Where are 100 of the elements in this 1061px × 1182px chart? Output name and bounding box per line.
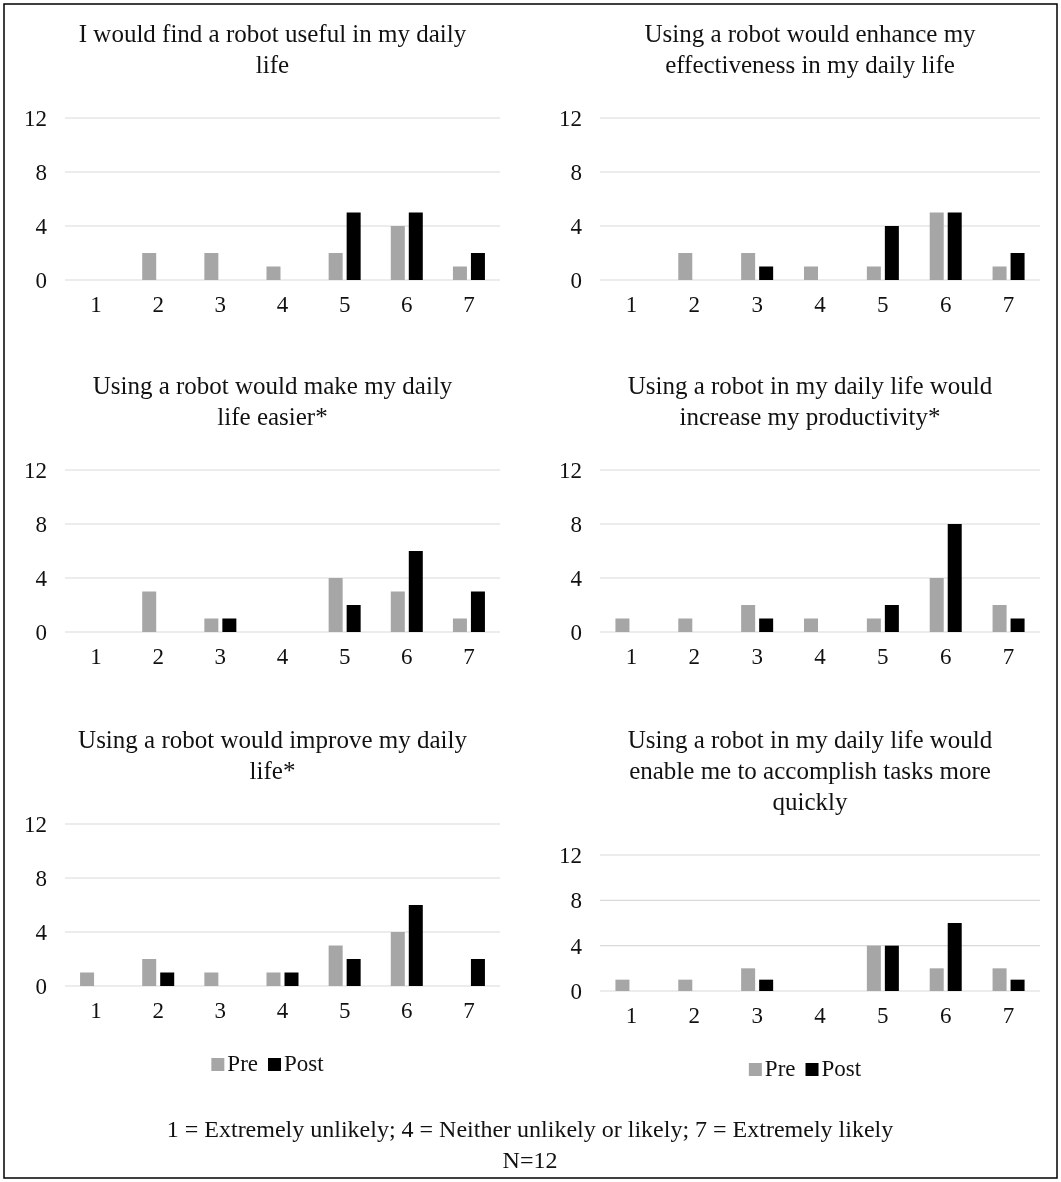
chart-title: Using a robot in my daily life would increase my productivity* bbox=[627, 372, 993, 430]
x-tick-label: 3 bbox=[751, 644, 763, 670]
legend-label: Post bbox=[284, 1051, 325, 1076]
bar bbox=[142, 253, 157, 280]
y-tick-label: 12 bbox=[24, 105, 47, 131]
bar bbox=[741, 253, 756, 280]
bar bbox=[204, 972, 219, 986]
x-tick-label: 5 bbox=[877, 292, 889, 318]
x-tick-label: 3 bbox=[751, 292, 763, 318]
bar bbox=[866, 266, 881, 280]
y-tick-label: 0 bbox=[570, 267, 582, 293]
bar bbox=[678, 253, 693, 280]
bar bbox=[678, 979, 693, 991]
x-tick-label: 6 bbox=[401, 644, 413, 670]
x-tick-label: 5 bbox=[877, 644, 889, 670]
legend-label: Pre bbox=[764, 1056, 796, 1081]
y-tick-label: 8 bbox=[35, 511, 47, 537]
x-tick-label: 1 bbox=[625, 292, 638, 318]
chart-title: I would find a robot useful in my daily life bbox=[78, 20, 467, 78]
bar bbox=[1010, 618, 1025, 632]
x-tick-label: 3 bbox=[751, 1003, 763, 1029]
bar bbox=[142, 591, 157, 632]
legend-label: Pre bbox=[227, 1051, 259, 1076]
bar bbox=[866, 618, 881, 632]
bar bbox=[759, 266, 774, 280]
bar bbox=[929, 212, 944, 280]
bar bbox=[266, 266, 281, 280]
bar bbox=[470, 253, 485, 280]
bar bbox=[759, 618, 774, 632]
y-tick-label: 4 bbox=[570, 565, 583, 591]
bar bbox=[1010, 253, 1025, 280]
x-tick-label: 2 bbox=[688, 1003, 701, 1029]
bar bbox=[390, 226, 405, 280]
y-tick-label: 12 bbox=[559, 105, 582, 131]
x-tick-label: 7 bbox=[1002, 644, 1015, 670]
x-tick-label: 6 bbox=[939, 644, 952, 670]
bar bbox=[328, 253, 343, 280]
text: 1 = Extremely unlikely; 4 = Neither unlikely or likely; 7 = Extremely likely bbox=[166, 1116, 894, 1142]
x-tick-label: 5 bbox=[338, 292, 351, 318]
x-tick-label: 6 bbox=[401, 998, 413, 1024]
bar bbox=[470, 959, 485, 986]
y-tick-label: 12 bbox=[559, 457, 582, 483]
bar bbox=[884, 605, 899, 632]
bar bbox=[346, 959, 361, 986]
bar bbox=[266, 972, 281, 986]
bar bbox=[1010, 979, 1025, 991]
chart-title: Using a robot would improve my daily life* bbox=[78, 726, 468, 784]
y-tick-label: 8 bbox=[570, 511, 582, 537]
x-tick-label: 4 bbox=[276, 292, 289, 318]
bar bbox=[804, 266, 818, 280]
x-tick-label: 7 bbox=[463, 644, 475, 670]
bar bbox=[759, 979, 774, 991]
x-tick-label: 5 bbox=[338, 644, 351, 670]
bar bbox=[678, 618, 693, 632]
y-tick-label: 0 bbox=[35, 267, 47, 293]
x-tick-label: 5 bbox=[338, 998, 351, 1024]
bar bbox=[408, 212, 423, 280]
bar bbox=[929, 578, 944, 632]
x-tick-label: 7 bbox=[1002, 1003, 1015, 1029]
x-tick-label: 2 bbox=[688, 644, 701, 670]
bar bbox=[741, 968, 756, 991]
bar bbox=[452, 266, 467, 280]
x-tick-label: 2 bbox=[152, 998, 164, 1024]
x-tick-label: 2 bbox=[688, 292, 701, 318]
bar bbox=[947, 524, 962, 632]
x-tick-label: 7 bbox=[463, 998, 475, 1024]
x-tick-label: 1 bbox=[625, 644, 638, 670]
y-tick-label: 4 bbox=[35, 565, 48, 591]
bar bbox=[80, 972, 95, 986]
x-tick-label: 3 bbox=[214, 644, 227, 670]
y-tick-label: 0 bbox=[35, 619, 47, 645]
x-tick-label: 2 bbox=[152, 644, 164, 670]
y-tick-label: 0 bbox=[570, 619, 582, 645]
bar bbox=[866, 945, 881, 991]
bar bbox=[470, 591, 485, 632]
y-tick-label: 4 bbox=[570, 933, 583, 959]
bar bbox=[992, 605, 1007, 632]
bar bbox=[947, 212, 962, 280]
y-tick-label: 12 bbox=[559, 842, 582, 868]
chart-title: Using a robot in my daily life would enable me to accomplish tasks more quickly bbox=[627, 726, 993, 815]
bar bbox=[452, 618, 467, 632]
x-tick-label: 1 bbox=[90, 292, 102, 318]
bar bbox=[884, 945, 899, 991]
bar bbox=[884, 226, 899, 280]
bar bbox=[160, 972, 175, 986]
x-tick-label: 1 bbox=[90, 998, 102, 1024]
bar bbox=[992, 968, 1007, 991]
bar bbox=[284, 972, 299, 986]
x-tick-label: 4 bbox=[814, 644, 827, 670]
x-tick-label: 4 bbox=[814, 292, 827, 318]
bar bbox=[615, 618, 630, 632]
bar bbox=[408, 905, 423, 986]
bar bbox=[346, 605, 361, 632]
bar bbox=[222, 618, 237, 632]
y-tick-label: 4 bbox=[570, 213, 583, 239]
y-tick-label: 0 bbox=[570, 978, 582, 1004]
x-tick-label: 2 bbox=[152, 292, 164, 318]
bar bbox=[204, 618, 219, 632]
legend-label: Post bbox=[821, 1056, 862, 1081]
bar bbox=[328, 945, 343, 986]
